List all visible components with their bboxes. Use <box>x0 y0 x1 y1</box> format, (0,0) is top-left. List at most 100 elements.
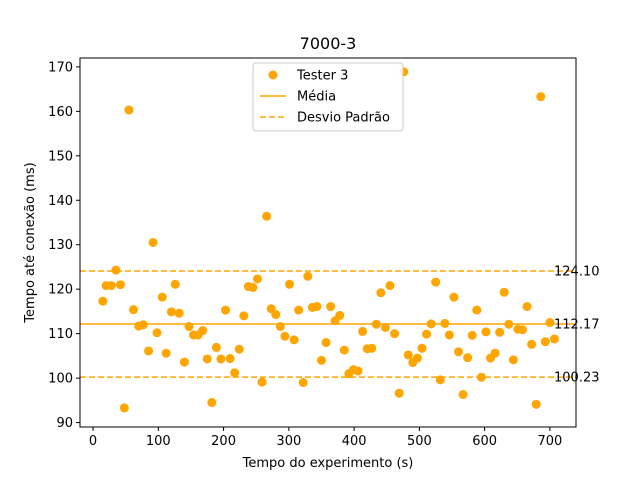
reference-line-label: 112.17 <box>554 317 600 332</box>
data-point <box>119 403 129 413</box>
plot-area: 112.17 124.10 100.23 <box>80 67 600 413</box>
x-tick-label: 700 <box>537 434 562 449</box>
data-point <box>467 330 477 340</box>
y-tick-label: 100 <box>48 372 73 387</box>
legend-label: Tester 3 <box>296 69 348 84</box>
data-point <box>390 329 400 339</box>
data-point <box>499 287 509 297</box>
data-point <box>289 335 299 345</box>
data-point <box>271 310 281 320</box>
data-point <box>412 353 422 363</box>
legend-label: Média <box>297 90 336 105</box>
data-point <box>376 288 386 298</box>
reference-line-label: 100.23 <box>554 371 600 386</box>
data-point <box>138 320 148 330</box>
y-tick-label: 170 <box>48 60 73 75</box>
data-point <box>454 347 464 357</box>
data-point <box>326 302 336 312</box>
x-tick-label: 200 <box>211 434 236 449</box>
data-point <box>540 337 550 347</box>
data-point <box>481 327 491 337</box>
data-point <box>449 292 459 302</box>
y-tick-label: 150 <box>48 149 73 164</box>
data-point <box>170 279 180 289</box>
data-point <box>166 307 176 317</box>
legend-box <box>252 62 404 132</box>
data-point <box>380 322 390 332</box>
data-point <box>111 265 121 275</box>
chart-title: 7000-3 <box>300 34 357 53</box>
axis-ticks: 0 100 200 300 400 500 600 700 90 100 110 120 130 140 1… <box>48 60 562 449</box>
data-point <box>152 328 162 338</box>
x-tick-label: 500 <box>407 434 432 449</box>
data-point <box>517 325 527 335</box>
data-point <box>316 355 326 365</box>
data-point <box>422 329 432 339</box>
y-tick-label: 130 <box>48 238 73 253</box>
data-point <box>353 366 363 376</box>
data-point <box>403 350 413 360</box>
data-point <box>458 390 468 400</box>
data-point <box>216 354 226 364</box>
data-point <box>385 281 395 291</box>
data-point <box>444 330 454 340</box>
data-point <box>508 355 518 365</box>
data-point <box>248 282 258 292</box>
data-point <box>234 344 244 354</box>
data-point <box>98 296 108 306</box>
data-point <box>174 308 184 318</box>
data-point <box>211 342 221 352</box>
data-point <box>157 292 167 302</box>
data-point <box>463 353 473 363</box>
data-point <box>225 354 235 364</box>
data-point <box>280 331 290 341</box>
data-point <box>531 399 541 409</box>
x-tick-label: 100 <box>146 434 171 449</box>
x-tick-label: 400 <box>342 434 367 449</box>
data-point <box>239 311 249 321</box>
legend-label: Desvio Padrão <box>297 111 390 126</box>
data-point <box>417 343 427 353</box>
y-tick-label: 110 <box>48 327 73 342</box>
chart-legend: Tester 3 Média Desvio Padrão <box>252 62 404 132</box>
data-point <box>522 302 532 312</box>
y-tick-label: 160 <box>48 105 73 120</box>
data-point <box>549 334 559 344</box>
data-point <box>495 327 505 337</box>
data-point <box>202 354 212 364</box>
data-point <box>207 398 217 408</box>
data-point <box>312 302 322 312</box>
data-point <box>298 378 308 388</box>
data-point <box>257 377 267 387</box>
data-point <box>339 345 349 355</box>
x-tick-label: 600 <box>472 434 497 449</box>
y-tick-label: 90 <box>56 416 73 431</box>
data-point <box>490 348 500 358</box>
y-axis-label: Tempo até conexão (ms) <box>23 162 38 323</box>
data-point <box>129 305 139 315</box>
axes-frame <box>79 57 577 428</box>
data-point <box>106 281 116 291</box>
data-point <box>124 105 134 115</box>
y-tick-label: 120 <box>48 283 73 298</box>
y-tick-label: 140 <box>48 194 73 209</box>
data-point <box>148 238 158 247</box>
data-point <box>536 92 546 102</box>
data-point <box>335 310 345 320</box>
data-point <box>472 305 482 315</box>
data-point <box>144 346 154 356</box>
data-point <box>284 279 294 289</box>
data-point <box>367 343 377 353</box>
data-point <box>527 339 537 349</box>
data-point <box>115 280 125 290</box>
data-point <box>394 388 404 398</box>
data-point <box>161 348 171 358</box>
data-point <box>230 368 240 378</box>
data-point <box>321 338 331 348</box>
data-point <box>179 357 189 367</box>
x-tick-label: 0 <box>89 434 97 449</box>
data-point <box>358 326 368 336</box>
x-axis-label: Tempo do experimento (s) <box>242 456 414 471</box>
reference-line-label: 124.10 <box>554 264 600 279</box>
